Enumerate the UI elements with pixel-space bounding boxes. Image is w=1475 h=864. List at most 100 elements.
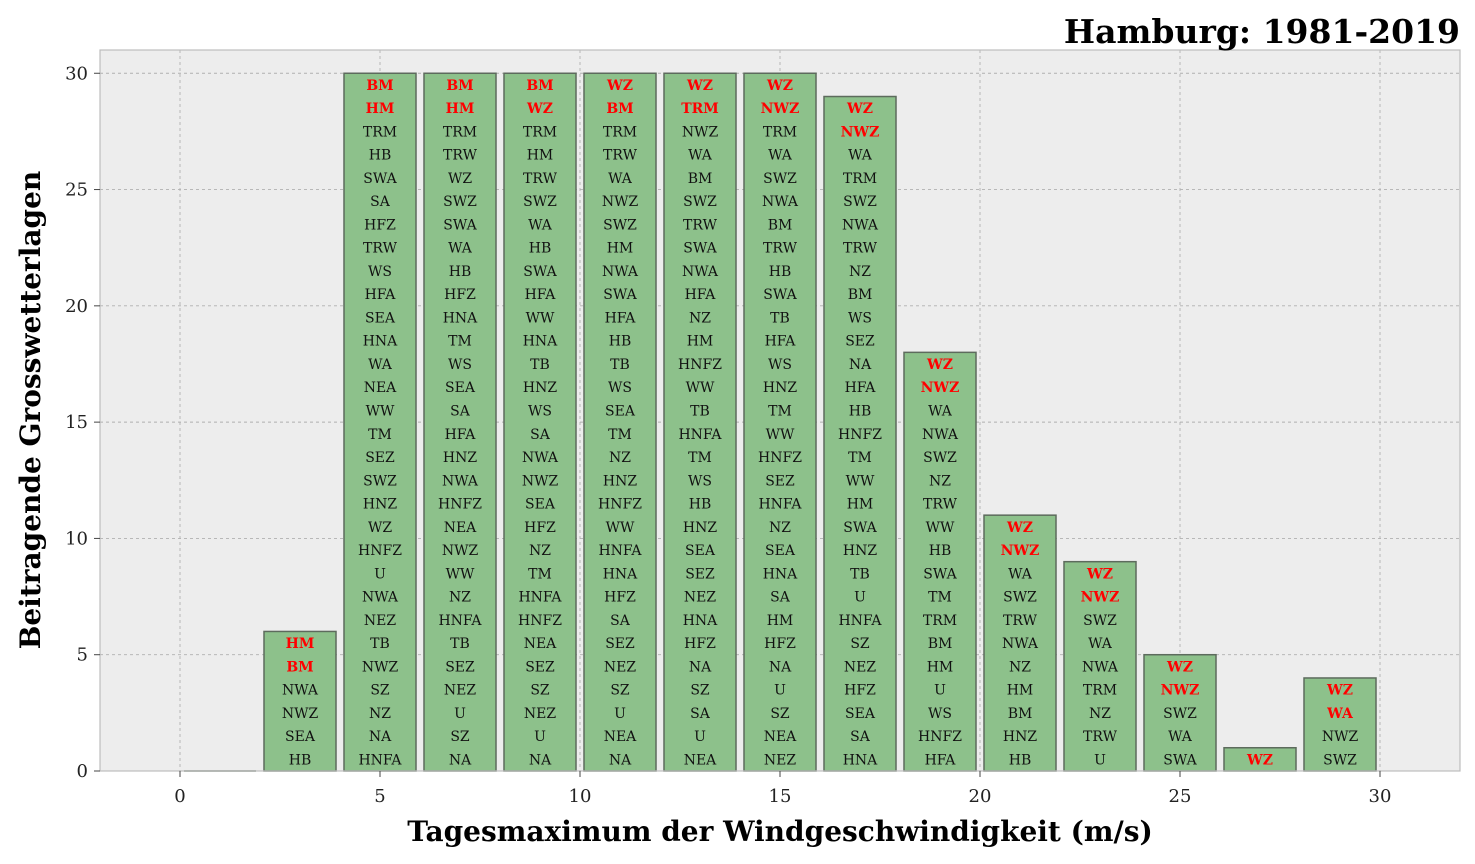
bar-segment-label: NWA xyxy=(602,264,639,280)
bar-segment-label: WZ xyxy=(606,78,633,94)
bar-segment-label: WA xyxy=(528,217,553,233)
bar-segment-label: NZ xyxy=(769,520,791,536)
bar-segment-label: NEZ xyxy=(364,613,396,629)
bar-segment-label: WZ xyxy=(846,101,873,117)
bar-segment-label: U xyxy=(614,706,626,722)
bar-segment-label: HNFA xyxy=(838,613,882,629)
bar-segment-label: NWZ xyxy=(1001,543,1040,559)
bar-segment-label: NWA xyxy=(522,450,559,466)
bar-segment-label: NWA xyxy=(282,683,319,699)
bar-segment-label: SWA xyxy=(523,264,557,280)
bar-segment-label: HNA xyxy=(843,752,878,768)
bar-segment-label: HM xyxy=(286,636,315,652)
bar-segment-label: WZ xyxy=(448,171,472,187)
bar xyxy=(423,72,497,772)
bar-segment-label: WA xyxy=(1008,566,1033,582)
bar-segment-label: HB xyxy=(849,404,872,420)
bar-segment-label: SA xyxy=(610,613,631,629)
bar-segment-label: WW xyxy=(526,310,555,326)
bar-segment-label: NZ xyxy=(369,706,391,722)
bar-segment-label: WS xyxy=(928,706,952,722)
bar-segment-label: NZ xyxy=(609,450,631,466)
x-tick-label: 5 xyxy=(374,786,385,807)
bar-segment-label: NA xyxy=(369,729,392,745)
bar-segment-label: HM xyxy=(927,659,954,675)
bar-segment-label: BM xyxy=(848,287,873,303)
bar-segment-label: NWA xyxy=(442,473,479,489)
bar-segment-label: NA xyxy=(689,659,712,675)
bar-segment-label: TRM xyxy=(843,171,877,187)
bar-segment-label: TRM xyxy=(923,613,957,629)
bar-segment-label: U xyxy=(534,729,546,745)
bar-segment-label: SEA xyxy=(845,706,876,722)
bar-segment-label: SWA xyxy=(443,217,477,233)
bar xyxy=(1063,560,1137,772)
bar-segment-label: TRM xyxy=(523,124,557,140)
bar-segment-label: WW xyxy=(846,473,875,489)
bar-segment-label: WA xyxy=(1168,729,1193,745)
bar-segment-label: WS xyxy=(848,310,872,326)
bar-segment-label: TRW xyxy=(1083,729,1118,745)
bar-segment-label: HFA xyxy=(765,334,797,350)
x-tick-label: 10 xyxy=(569,786,592,807)
y-axis-label: Beitragende Grosswetterlagen xyxy=(14,171,47,650)
bar-segment-label: NWZ xyxy=(1081,590,1120,606)
bar-segment-label: NA xyxy=(849,357,872,373)
y-tick-label: 25 xyxy=(65,180,88,201)
bar-segment-label: NEA xyxy=(684,752,717,768)
bar-segment-label: WS xyxy=(368,264,392,280)
bar-segment-label: HNZ xyxy=(683,520,717,536)
bar-segment-label: HFA xyxy=(525,287,557,303)
bar-segment-label: NZ xyxy=(1089,706,1111,722)
bar-segment-label: WA xyxy=(848,148,873,164)
bar-segment-label: SWA xyxy=(923,566,957,582)
bar-segment-label: TRM xyxy=(763,124,797,140)
bar-segment-label: SA xyxy=(370,194,391,210)
bar-segment-label: BM xyxy=(366,78,393,94)
bar-segment-label: U xyxy=(694,729,706,745)
bar-segment-label: NWZ xyxy=(602,194,639,210)
bar-segment-label: SWA xyxy=(363,171,397,187)
bar-segment-label: HM xyxy=(366,101,395,117)
bar-segment-label: SEZ xyxy=(685,566,715,582)
bar-segment-label: TRW xyxy=(683,217,718,233)
bar-segment-label: SZ xyxy=(690,683,710,699)
y-tick-label: 5 xyxy=(77,645,88,666)
bar-segment-label: NWZ xyxy=(522,473,559,489)
bar-segment-label: HFZ xyxy=(604,590,636,606)
bar-segment-label: HM xyxy=(446,101,475,117)
bar-segment-label: TM xyxy=(368,427,392,443)
bar-segment-label: NWA xyxy=(362,590,399,606)
bar-segment-label: HFZ xyxy=(444,287,476,303)
bar-segment-label: BM xyxy=(526,78,553,94)
bar-segment-label: TM xyxy=(848,450,872,466)
bar-segment-label: SWZ xyxy=(1323,752,1357,768)
bar-segment-label: HFZ xyxy=(524,520,556,536)
bar-segment-label: HM xyxy=(1007,683,1034,699)
bar-segment-label: NEA xyxy=(364,380,397,396)
bar-segment-label: SEA xyxy=(765,543,796,559)
bar-segment-label: SWA xyxy=(1163,752,1197,768)
bar-segment-label: HNZ xyxy=(603,473,637,489)
x-tick-label: 20 xyxy=(969,786,992,807)
bar-segment-label: HFZ xyxy=(684,636,716,652)
bar xyxy=(663,72,737,772)
bar-segment-label: WA xyxy=(1088,636,1113,652)
bar-segment-label: SEA xyxy=(605,404,636,420)
bar-segment-label: TRW xyxy=(763,241,798,257)
bar xyxy=(343,72,417,772)
bar-segment-label: HNZ xyxy=(363,497,397,513)
bar-segment-label: HNFZ xyxy=(438,497,482,513)
bar-segment-label: WZ xyxy=(686,78,713,94)
bar-segment-label: TB xyxy=(450,636,470,652)
bar-segment-label: HFZ xyxy=(364,217,396,233)
bar-segment-label: HNZ xyxy=(1003,729,1037,745)
bar-segment-label: HFA xyxy=(685,287,717,303)
y-tick-label: 0 xyxy=(77,761,88,782)
bar-segment-label: NWZ xyxy=(442,543,479,559)
x-tick-label: 0 xyxy=(174,786,185,807)
bar-segment-label: WS xyxy=(528,404,552,420)
bar-segment-label: BM xyxy=(928,636,953,652)
bar-segment-label: WZ xyxy=(1006,520,1033,536)
